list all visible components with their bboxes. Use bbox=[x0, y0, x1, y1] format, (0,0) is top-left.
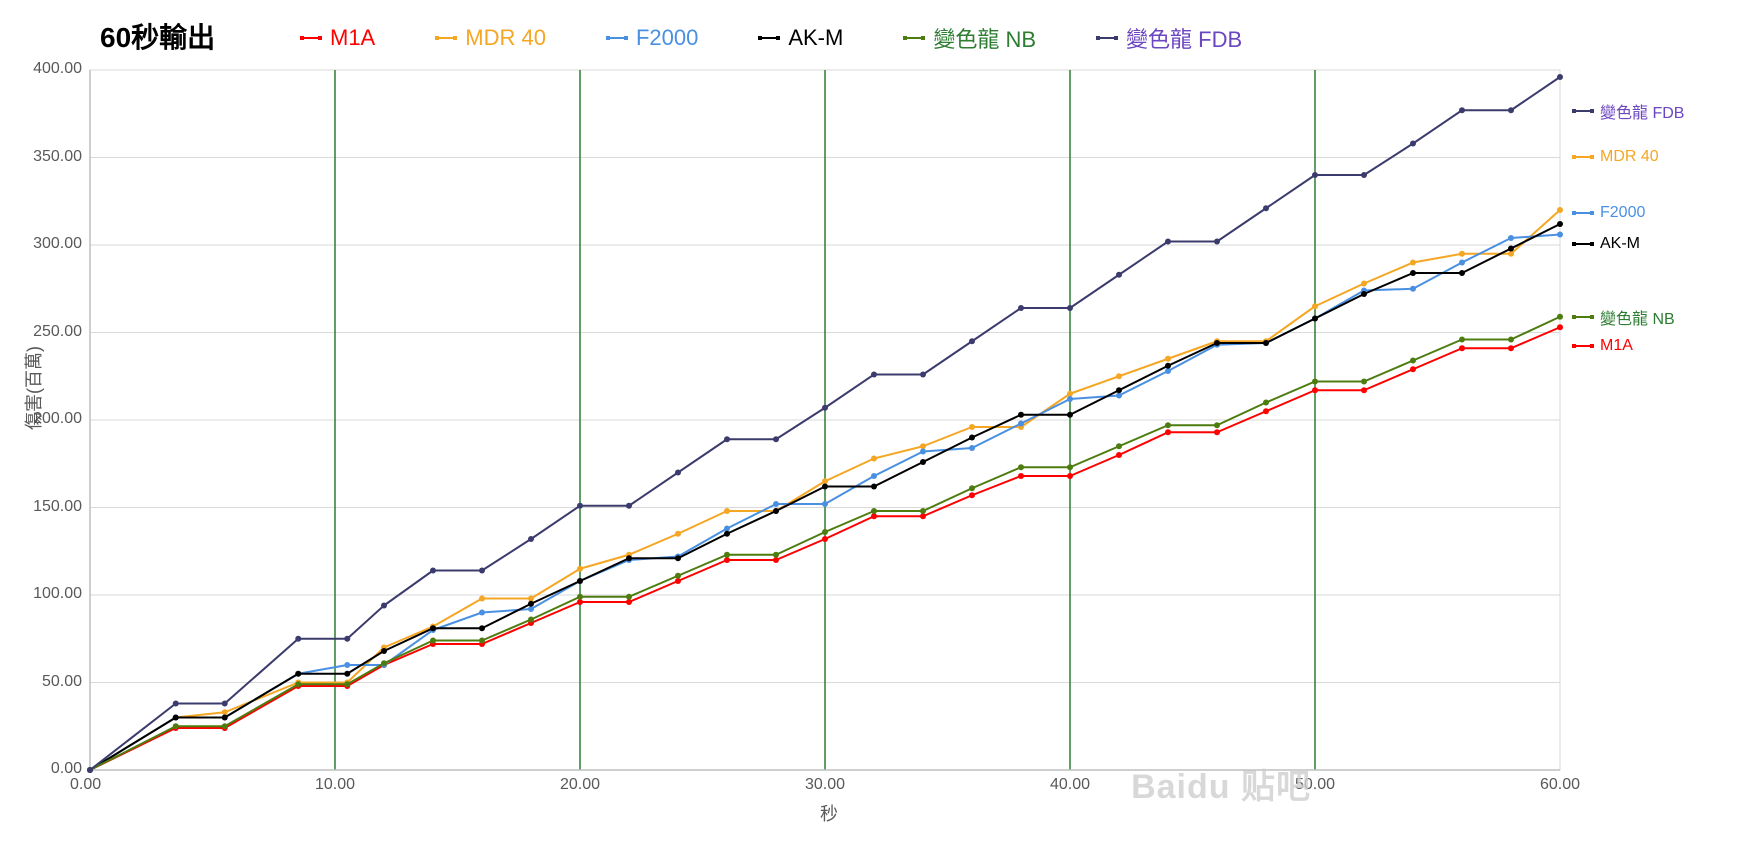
x-tick: 30.00 bbox=[805, 776, 845, 794]
series-end-label: F2000 bbox=[1572, 204, 1645, 222]
y-tick: 200.00 bbox=[33, 410, 82, 428]
x-tick: 40.00 bbox=[1050, 776, 1090, 794]
x-tick: 60.00 bbox=[1540, 776, 1580, 794]
y-tick: 150.00 bbox=[33, 498, 82, 516]
x-tick: 20.00 bbox=[560, 776, 600, 794]
y-tick: 100.00 bbox=[33, 585, 82, 603]
end-label-swatch bbox=[1572, 212, 1594, 214]
watermark: Baidu 贴吧 bbox=[1131, 759, 1311, 808]
y-tick: 250.00 bbox=[33, 323, 82, 341]
end-label-text: AK-M bbox=[1600, 235, 1640, 253]
y-tick: 400.00 bbox=[33, 60, 82, 78]
end-label-text: M1A bbox=[1600, 337, 1633, 355]
x-tick: 0.00 bbox=[70, 776, 101, 794]
end-label-swatch bbox=[1572, 316, 1594, 318]
y-tick: 300.00 bbox=[33, 235, 82, 253]
series-end-label: 變色龍 NB bbox=[1572, 305, 1675, 329]
series-end-label: 變色龍 FDB bbox=[1572, 99, 1684, 123]
end-label-swatch bbox=[1572, 110, 1594, 112]
end-label-text: 變色龍 NB bbox=[1600, 305, 1675, 329]
end-label-text: F2000 bbox=[1600, 204, 1645, 222]
end-label-swatch bbox=[1572, 156, 1594, 158]
y-tick: 50.00 bbox=[42, 673, 82, 691]
end-label-swatch bbox=[1572, 243, 1594, 245]
x-tick: 10.00 bbox=[315, 776, 355, 794]
series-end-label: MDR 40 bbox=[1572, 148, 1659, 166]
plot-svg bbox=[0, 0, 1741, 858]
end-label-text: 變色龍 FDB bbox=[1600, 99, 1684, 123]
y-tick: 350.00 bbox=[33, 148, 82, 166]
series-end-label: M1A bbox=[1572, 337, 1633, 355]
end-label-text: MDR 40 bbox=[1600, 148, 1659, 166]
series-end-label: AK-M bbox=[1572, 235, 1640, 253]
chart-container: 60秒輸出 M1AMDR 40F2000AK-M變色龍 NB變色龍 FDB 傷害… bbox=[0, 0, 1741, 858]
end-label-swatch bbox=[1572, 345, 1594, 347]
